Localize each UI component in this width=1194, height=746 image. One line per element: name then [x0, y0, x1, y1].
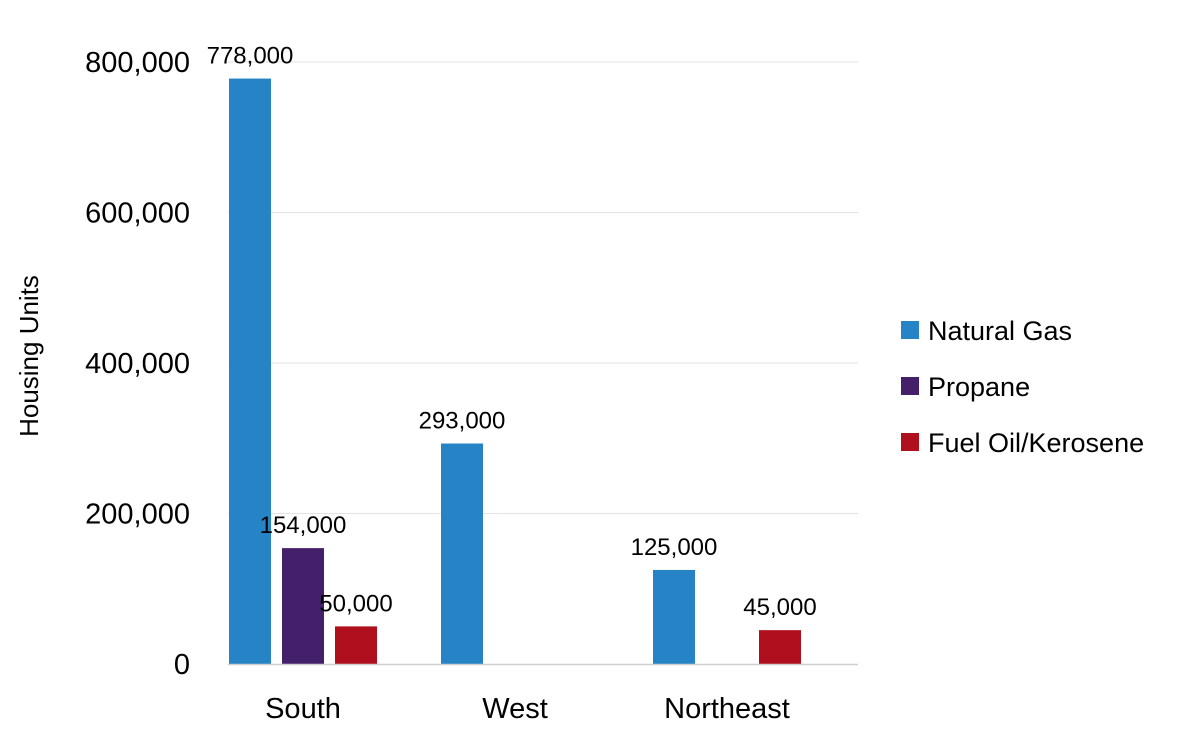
y-tick-label: 400,000 [85, 348, 190, 380]
legend-entry-1: Propane [901, 372, 1030, 402]
legend-entry-0: Natural Gas [901, 316, 1072, 346]
y-tick-label: 200,000 [85, 499, 190, 531]
y-tick-label: 600,000 [85, 198, 190, 230]
legend: Natural Gas Propane Fuel Oil/Kerosene [901, 316, 1144, 458]
bars [229, 78, 801, 665]
data-labels: 778,000 293,000 125,000 154,000 50,000 45,000 [207, 43, 817, 622]
data-label: 154,000 [260, 512, 347, 539]
x-tick-label-northeast: Northeast [664, 693, 790, 725]
bar-northeast-0 [653, 569, 695, 664]
legend-entry-2: Fuel Oil/Kerosene [901, 428, 1144, 458]
x-tick-label-south: South [265, 693, 341, 725]
y-axis-title: Housing Units [14, 275, 44, 437]
gridlines [228, 61, 858, 514]
legend-swatch [901, 433, 919, 451]
data-label: 293,000 [419, 408, 506, 435]
legend-label: Natural Gas [928, 316, 1072, 346]
x-tick-label-west: West [482, 693, 548, 725]
legend-swatch [901, 377, 919, 395]
bar-south-2 [335, 626, 377, 664]
y-axis-tick-labels: 0 200,000 400,000 600,000 800,000 [85, 47, 190, 681]
y-tick-label: 800,000 [85, 47, 190, 79]
bar-northeast-2 [759, 630, 801, 664]
data-label: 50,000 [319, 590, 392, 617]
y-tick-label: 0 [174, 649, 190, 681]
bar-south-1 [282, 548, 324, 664]
legend-swatch [901, 321, 919, 339]
data-label: 778,000 [207, 43, 294, 70]
bar-south-0 [229, 78, 271, 665]
x-axis-tick-labels: South West Northeast [265, 693, 790, 725]
legend-label: Fuel Oil/Kerosene [928, 428, 1144, 458]
data-label: 125,000 [631, 534, 718, 561]
legend-label: Propane [928, 372, 1030, 402]
bar-west-0 [441, 443, 483, 664]
data-label: 45,000 [743, 594, 816, 621]
